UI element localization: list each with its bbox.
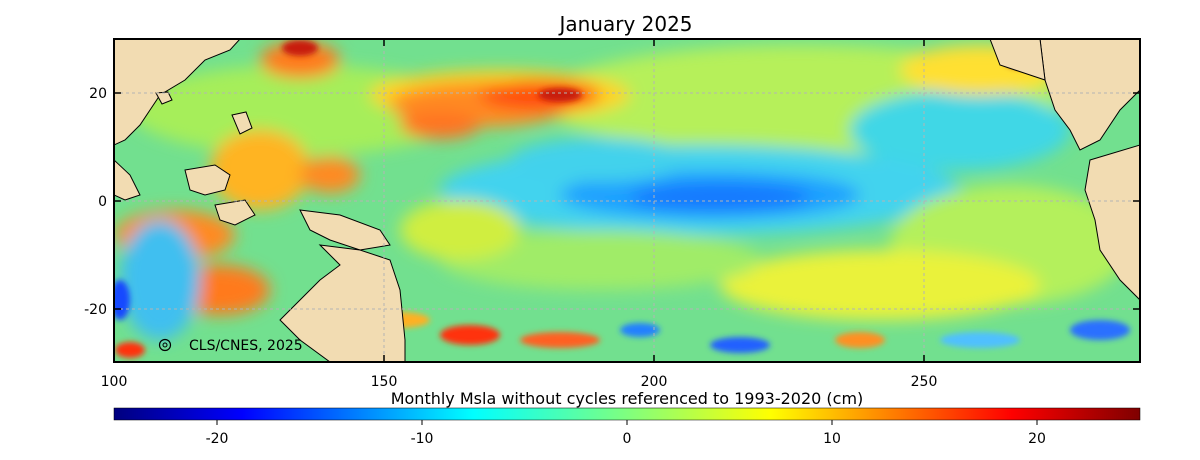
colorbar-tick-label: 10: [823, 431, 841, 447]
lon-tick-label: 200: [641, 374, 668, 390]
map-title: January 2025: [559, 12, 693, 36]
axis-ticks: [114, 39, 1140, 362]
lat-tick-label: -20: [84, 302, 107, 318]
colorbar-label: Monthly Msla without cycles referenced t…: [390, 389, 864, 408]
map-grid: [114, 39, 1140, 362]
copyright-icon: [158, 338, 172, 352]
colorbar-tick-label: 20: [1028, 431, 1046, 447]
copyright-text: CLS/CNES, 2025: [189, 338, 303, 354]
colorbar-tick-label: -10: [411, 431, 434, 447]
colorbar-ticks: [216, 420, 1038, 425]
colorbar: [113, 407, 1141, 421]
lat-tick-label: 20: [89, 86, 107, 102]
lon-tick-label: 250: [911, 374, 938, 390]
copyright-notice: CLS/CNES, 2025: [158, 338, 303, 354]
lat-tick-label: 0: [98, 194, 107, 210]
lon-tick-label: 100: [101, 374, 128, 390]
land-masses: [114, 39, 1140, 362]
colorbar-tick-label: 0: [623, 431, 632, 447]
anomaly-field: [114, 39, 1140, 362]
lon-tick-label: 150: [371, 374, 398, 390]
colorbar-tick-label: -20: [206, 431, 229, 447]
